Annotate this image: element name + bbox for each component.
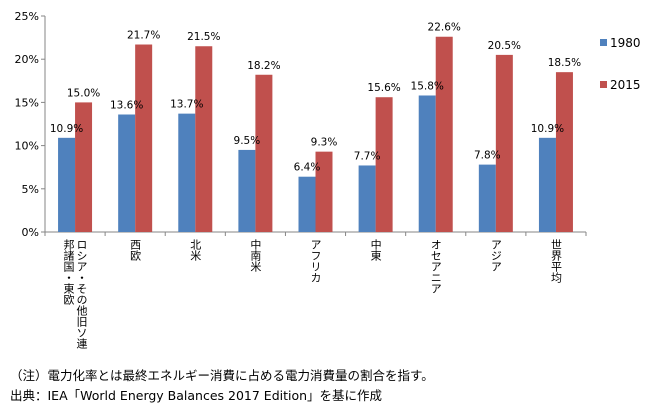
data-label: 7.8% <box>474 150 501 162</box>
y-tick-label: 10% <box>15 140 39 153</box>
x-category-label: 中東 <box>369 239 383 261</box>
bar-1980-3 <box>238 149 256 232</box>
bar-1980-8 <box>538 137 556 232</box>
y-tick-label: 0% <box>22 226 39 239</box>
legend-label-1980: 1980 <box>610 36 641 50</box>
data-label: 10.9% <box>531 123 564 135</box>
bar-2015-2 <box>195 46 213 232</box>
bar-2015-8 <box>555 72 573 232</box>
data-label: 13.6% <box>110 99 143 111</box>
y-tick-label: 25% <box>15 10 39 23</box>
bar-2015-5 <box>375 97 393 232</box>
data-label: 6.4% <box>294 162 321 174</box>
bar-1980-6 <box>418 95 436 232</box>
x-category-label: 世界平均 <box>549 239 563 283</box>
bar-2015-3 <box>255 74 273 232</box>
data-labels: 10.9% 13.6% 13.7% 9.5% 6.4% 7.7% 15.8% 7.8% 10.9… <box>50 22 581 174</box>
legend-label-2015: 2015 <box>610 78 641 92</box>
bar-1980-5 <box>358 165 376 232</box>
footnote: （注）電力化率とは最終エネルギー消費に占める電力消費量の割合を指す。 <box>10 368 434 383</box>
x-category-label: 北米 <box>188 239 202 261</box>
x-category-label: オセアニア <box>429 239 443 294</box>
bar-2015-6 <box>435 36 453 233</box>
data-label: 22.6% <box>428 22 461 34</box>
data-label: 15.8% <box>411 80 444 92</box>
data-label: 18.2% <box>247 60 280 72</box>
data-label: 20.5% <box>488 40 521 52</box>
bar-2015-7 <box>495 54 513 232</box>
x-category-label: アフリカ <box>309 239 322 283</box>
source-note: 出典：IEA「World Energy Balances 2017 Editio… <box>10 388 383 403</box>
x-category-label: 西欧 <box>128 239 142 261</box>
y-tick-label: 5% <box>22 183 39 196</box>
bar-1980-2 <box>178 113 196 232</box>
data-label: 15.0% <box>67 87 100 99</box>
bars <box>58 36 573 233</box>
legend-swatch-2015 <box>600 81 607 88</box>
bar-2015-1 <box>135 44 153 233</box>
data-label: 21.7% <box>127 30 160 42</box>
data-label: 21.5% <box>187 31 220 43</box>
y-tick-label: 20% <box>15 53 39 66</box>
bar-2015-0 <box>75 102 93 233</box>
data-label: 18.5% <box>548 57 581 69</box>
x-category-label: アジア <box>489 239 503 272</box>
bar-chart: 0% 5% 10% 15% 20% 25% 10.9% 13.6% 13.7% 9.5% 6.4%… <box>15 10 641 239</box>
data-label: 9.3% <box>311 137 338 149</box>
bar-1980-0 <box>58 137 76 232</box>
legend: 1980 2015 <box>600 36 641 92</box>
bar-2015-4 <box>315 151 333 232</box>
data-label: 13.7% <box>170 99 203 111</box>
bar-1980-1 <box>118 114 136 232</box>
legend-swatch-1980 <box>600 39 607 46</box>
bar-1980-7 <box>478 164 496 232</box>
y-tick-label: 15% <box>15 96 39 109</box>
data-label: 10.9% <box>50 123 83 135</box>
data-label: 9.5% <box>234 135 261 147</box>
x-category-label: 中南米 <box>248 239 262 272</box>
x-category-label: ロシア・その他旧ソ連 邦諸国・東欧 <box>62 239 89 349</box>
data-label: 7.7% <box>354 150 381 162</box>
data-label: 15.6% <box>367 82 400 94</box>
bar-1980-4 <box>298 176 316 232</box>
